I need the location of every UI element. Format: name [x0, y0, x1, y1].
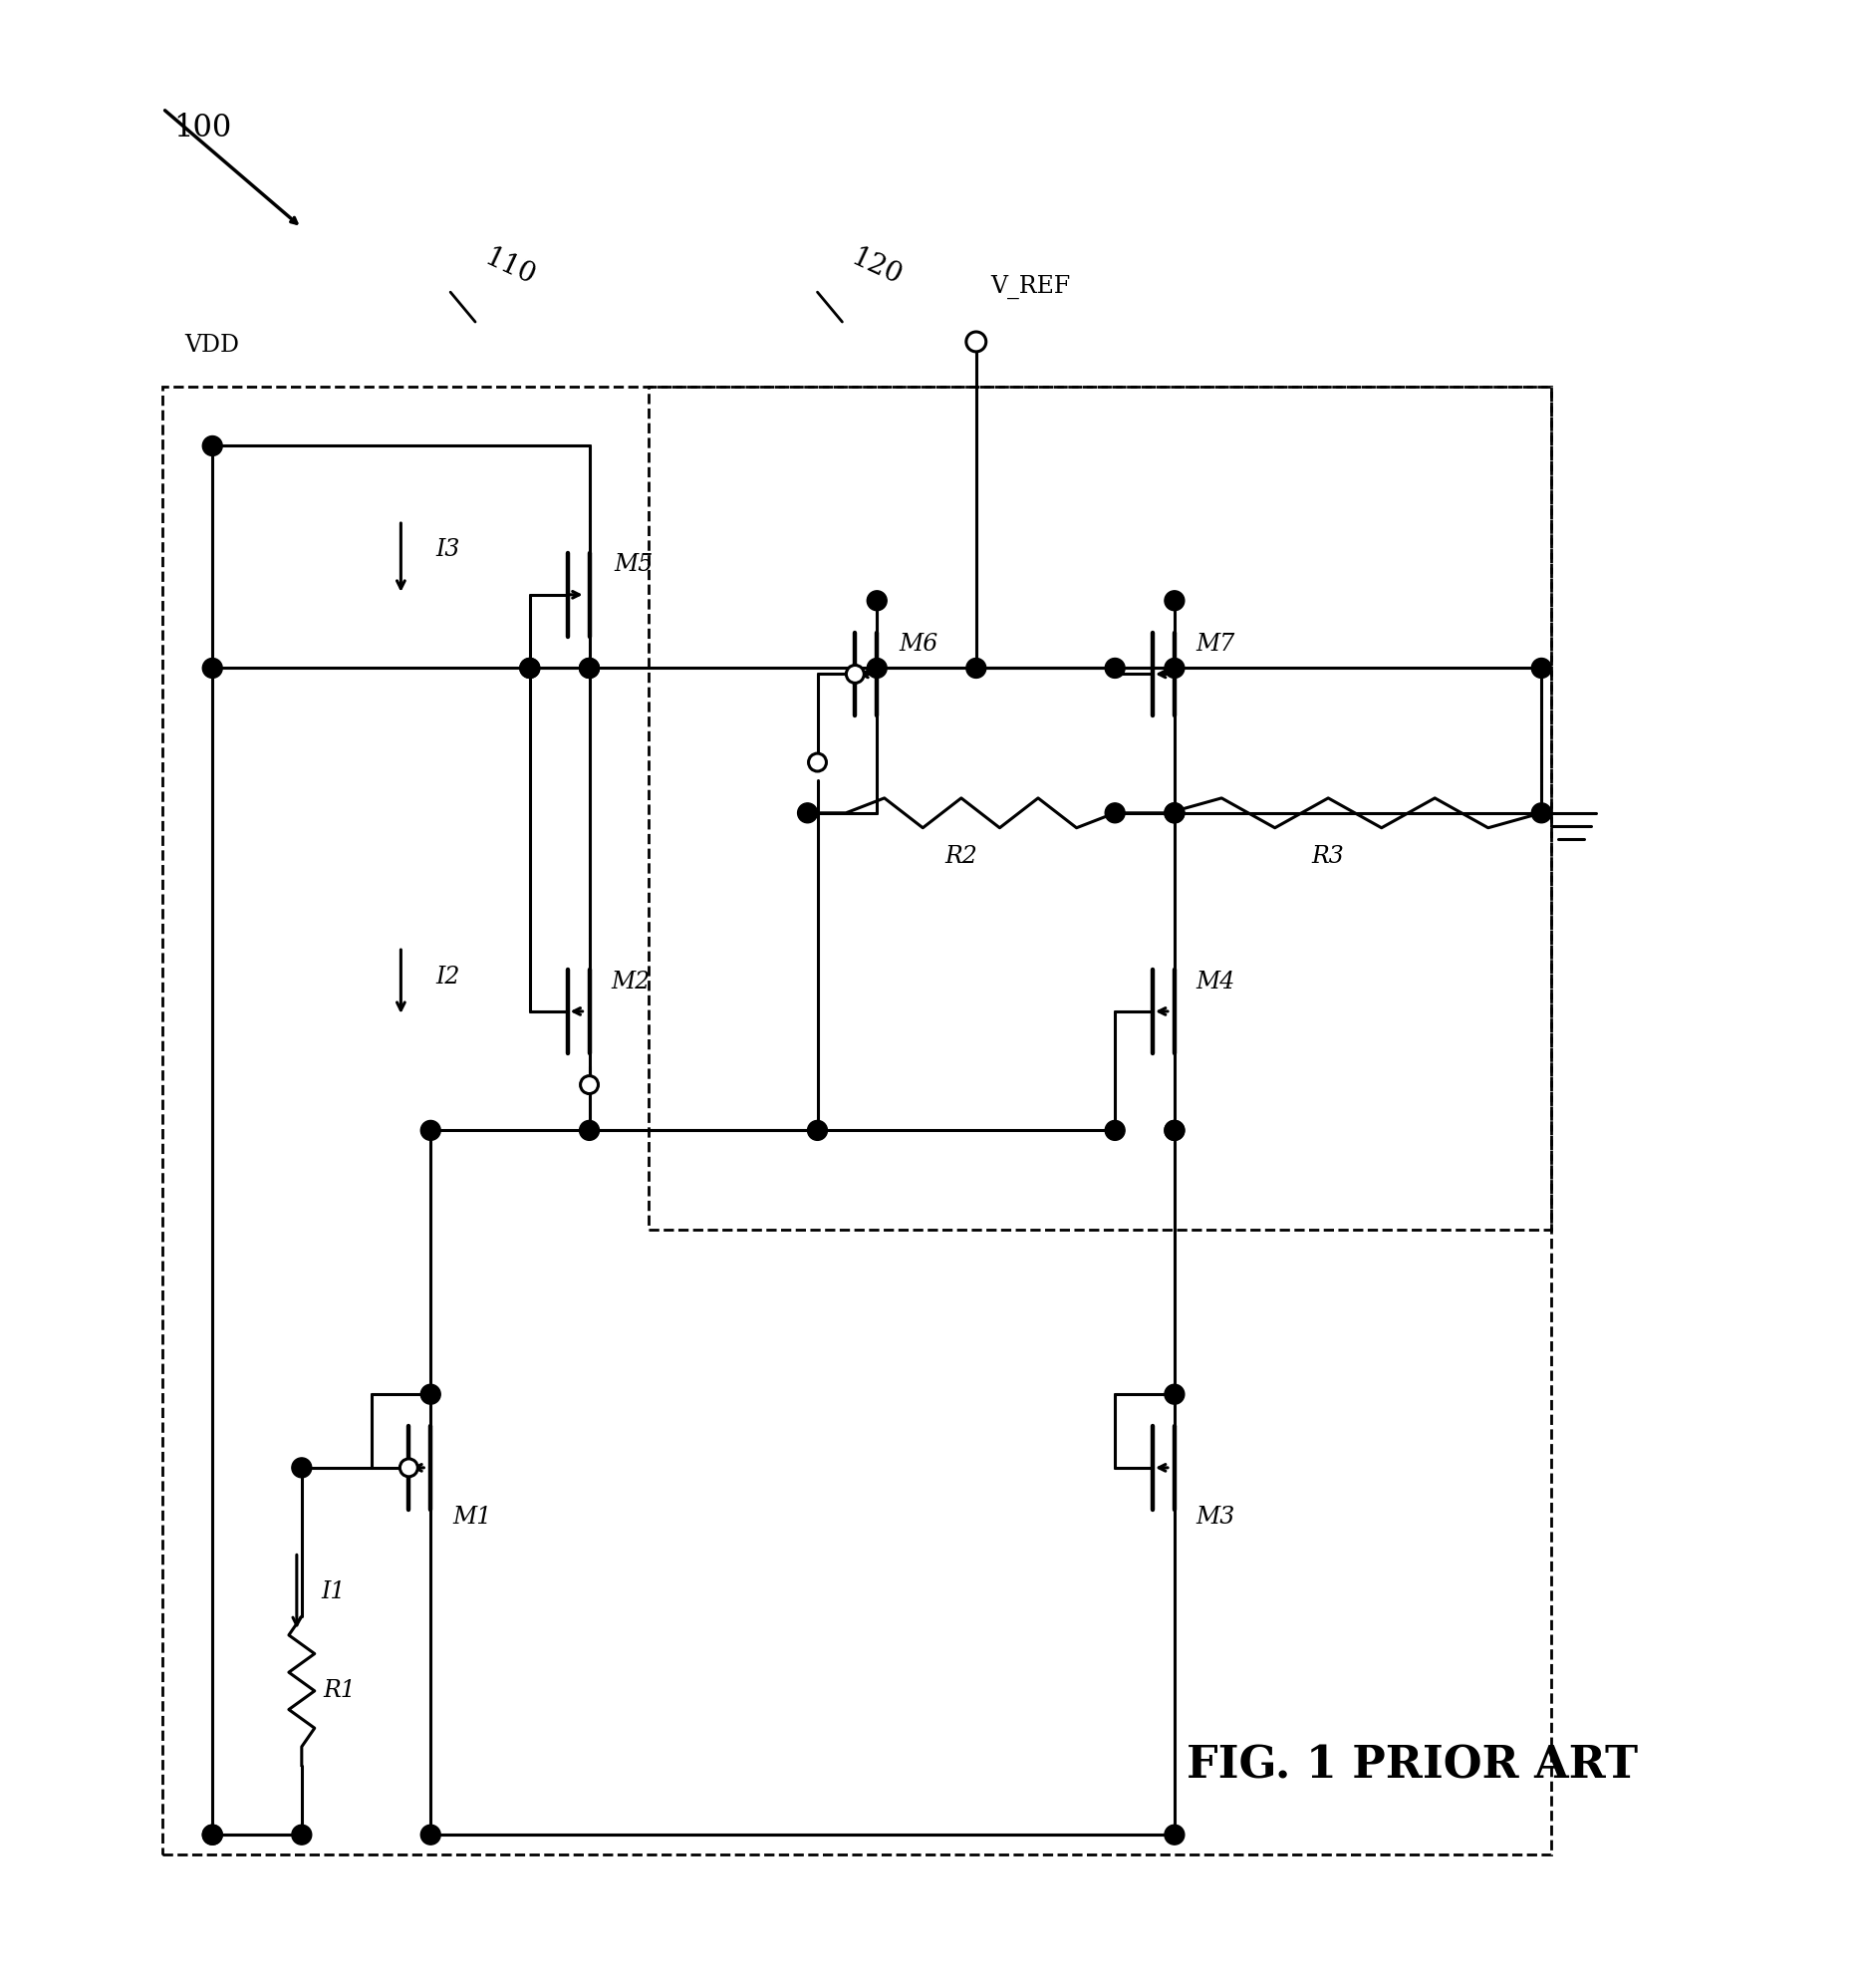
Circle shape: [809, 753, 826, 771]
Text: FIG. 1 PRIOR ART: FIG. 1 PRIOR ART: [1187, 1743, 1639, 1787]
Circle shape: [1164, 658, 1185, 678]
Text: I3: I3: [435, 539, 459, 561]
Text: R3: R3: [1311, 845, 1345, 867]
Circle shape: [521, 658, 539, 678]
Circle shape: [1164, 1121, 1185, 1141]
Text: I1: I1: [322, 1580, 346, 1602]
Circle shape: [1531, 803, 1551, 823]
Text: M6: M6: [898, 632, 937, 656]
Circle shape: [1105, 1121, 1125, 1141]
Circle shape: [867, 590, 887, 610]
Bar: [164, 386, 1551, 1855]
Circle shape: [965, 658, 986, 678]
Circle shape: [420, 1384, 441, 1404]
Text: 120: 120: [846, 245, 906, 290]
Circle shape: [400, 1459, 418, 1477]
Circle shape: [580, 658, 599, 678]
Circle shape: [292, 1457, 312, 1477]
Circle shape: [867, 658, 887, 678]
Circle shape: [1164, 803, 1185, 823]
Text: M1: M1: [452, 1505, 491, 1529]
Circle shape: [203, 1825, 223, 1845]
Text: R1: R1: [324, 1680, 355, 1702]
Circle shape: [203, 435, 223, 455]
Circle shape: [1164, 1121, 1185, 1141]
Circle shape: [1531, 658, 1551, 678]
Circle shape: [580, 658, 599, 678]
Circle shape: [1164, 590, 1185, 610]
Circle shape: [798, 803, 817, 823]
Text: M3: M3: [1196, 1505, 1235, 1529]
Circle shape: [521, 658, 539, 678]
Circle shape: [580, 1076, 599, 1093]
Text: M4: M4: [1196, 970, 1235, 994]
Circle shape: [965, 332, 986, 352]
Text: 110: 110: [480, 245, 539, 290]
Text: M5: M5: [614, 553, 653, 577]
Circle shape: [292, 1825, 312, 1845]
Circle shape: [1164, 1384, 1185, 1404]
Circle shape: [420, 1121, 441, 1141]
Circle shape: [420, 1825, 441, 1845]
Text: VDD: VDD: [184, 334, 240, 356]
Circle shape: [1164, 1825, 1185, 1845]
Circle shape: [580, 1121, 599, 1141]
Text: I2: I2: [435, 966, 459, 988]
Text: M2: M2: [612, 970, 651, 994]
Circle shape: [203, 658, 223, 678]
Circle shape: [203, 1825, 223, 1845]
Circle shape: [1105, 658, 1125, 678]
Bar: [649, 386, 1551, 1231]
Text: M7: M7: [1196, 632, 1235, 656]
Circle shape: [1164, 803, 1185, 823]
Circle shape: [807, 1121, 828, 1141]
Text: R2: R2: [945, 845, 978, 867]
Circle shape: [846, 666, 865, 684]
Text: V_REF: V_REF: [991, 274, 1071, 300]
Circle shape: [1105, 803, 1125, 823]
Text: 100: 100: [173, 113, 231, 143]
